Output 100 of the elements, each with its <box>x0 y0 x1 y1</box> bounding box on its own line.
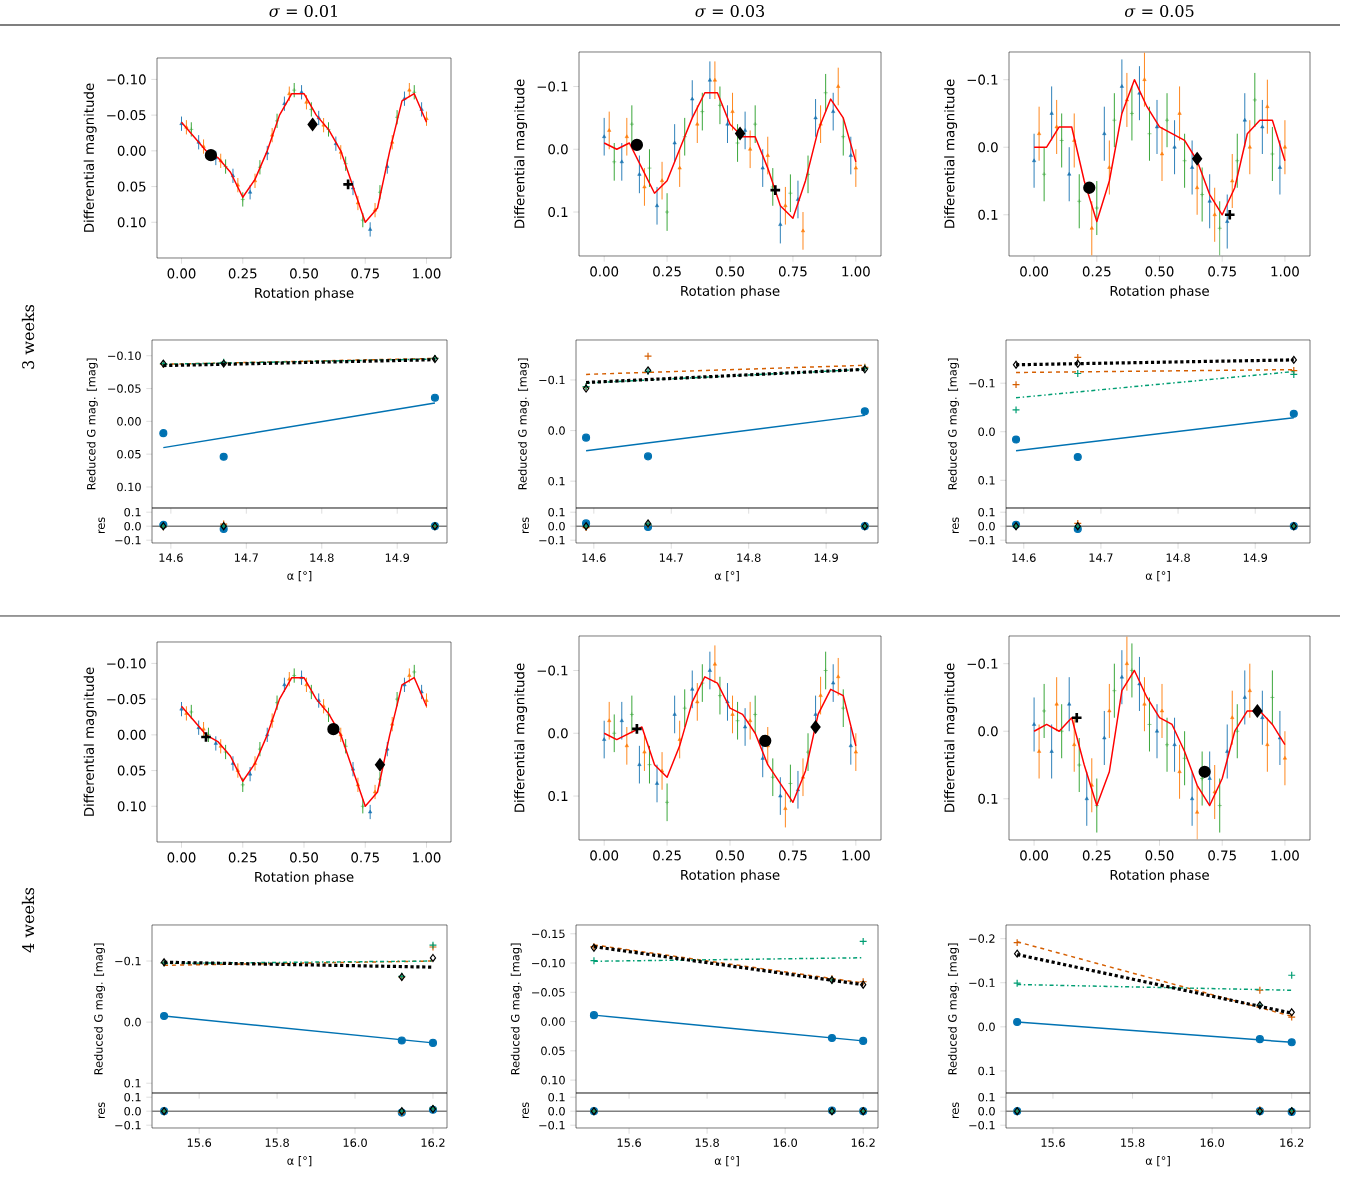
x-tick-label: 0.75 <box>778 850 807 861</box>
y-axis-title: Reduced G mag. [mag] <box>93 943 105 1075</box>
y-axis-title: res <box>952 517 959 534</box>
x-axis-title: α [°] <box>287 571 312 582</box>
y-axis-title: Reduced G mag. [mag] <box>947 358 959 490</box>
x-tick-label: 0.00 <box>1020 266 1049 277</box>
y-tick-label: −0.1 <box>115 535 141 545</box>
y-tick-label: −0.1 <box>969 1120 995 1130</box>
x-tick-label: 0.50 <box>716 266 744 277</box>
x-axis-title: α [°] <box>1145 1156 1170 1167</box>
y-tick-label: 0.10 <box>117 217 146 228</box>
y-tick-label: −0.15 <box>532 929 565 939</box>
y-tick-label: −0.10 <box>107 74 146 85</box>
y-tick-label: −0.1 <box>539 535 565 545</box>
y-tick-label: 0.1 <box>548 507 565 517</box>
x-tick-label: 14.9 <box>1243 553 1268 562</box>
y-tick-label: 0.0 <box>978 427 995 437</box>
y-axis-title: Differential magnitude <box>83 83 97 232</box>
x-tick-label: 15.8 <box>265 1138 289 1147</box>
x-tick-label: 0.75 <box>351 268 379 279</box>
x-tick-label: 1.00 <box>842 850 870 861</box>
y-axis-title: Reduced G mag. [mag] <box>510 943 522 1075</box>
x-tick-label: 15.8 <box>1121 1138 1145 1147</box>
x-axis-title: α [°] <box>287 1156 312 1167</box>
y-tick-label: 0.1 <box>978 507 995 517</box>
y-tick-label: 0.0 <box>548 426 565 435</box>
y-tick-label: −0.1 <box>115 956 141 966</box>
y-tick-label: 0.0 <box>124 1017 141 1027</box>
x-tick-label: 1.00 <box>1271 266 1299 277</box>
x-tick-label: 0.75 <box>1208 850 1236 861</box>
y-tick-label: −0.1 <box>969 535 995 545</box>
y-tick-label: 0.1 <box>978 793 998 804</box>
chart-title: σ = 0.05 <box>1124 4 1194 18</box>
y-tick-label: −0.1 <box>967 658 998 669</box>
x-axis-title: Rotation phase <box>255 871 354 885</box>
y-tick-label: 0.0 <box>548 1106 565 1116</box>
text: 3 weeks <box>21 304 35 369</box>
x-tick-label: 0.50 <box>716 850 744 861</box>
y-tick-label: −0.1 <box>967 74 998 85</box>
chart-title: σ = 0.01 <box>269 4 337 18</box>
y-axis-title: res <box>522 1102 529 1119</box>
x-tick-label: 0.25 <box>228 852 257 863</box>
y-axis-title: Reduced G mag. [mag] <box>86 358 98 490</box>
x-tick-label: 1.00 <box>413 852 441 863</box>
x-tick-label: 14.8 <box>1166 553 1190 562</box>
x-tick-label: 16.2 <box>1280 1138 1304 1147</box>
y-tick-label: 0.00 <box>117 417 141 426</box>
y-tick-label: −0.10 <box>107 658 146 669</box>
x-tick-label: 0.50 <box>1145 266 1174 277</box>
y-tick-label: −0.1 <box>537 81 568 92</box>
y-tick-label: 0.1 <box>124 507 141 517</box>
y-axis-title: Reduced G mag. [mag] <box>947 943 959 1075</box>
y-tick-label: 0.05 <box>117 765 146 776</box>
x-tick-label: 0.00 <box>590 266 619 277</box>
y-axis-title: res <box>98 517 105 534</box>
x-tick-label: 0.50 <box>1145 850 1174 861</box>
y-axis-title: Reduced G mag. [mag] <box>517 358 529 490</box>
x-tick-label: 15.6 <box>617 1138 641 1147</box>
y-axis-title: res <box>522 517 529 534</box>
y-tick-label: −0.1 <box>115 1120 141 1130</box>
y-axis-title: Differential magnitude <box>83 667 97 816</box>
y-tick-label: 0.0 <box>978 726 998 737</box>
y-tick-label: 0.1 <box>978 209 998 220</box>
x-tick-label: 15.6 <box>187 1138 212 1147</box>
y-tick-label: −0.10 <box>532 958 565 968</box>
y-tick-label: 0.1 <box>124 1092 141 1102</box>
x-axis-title: Rotation phase <box>1110 285 1209 299</box>
x-tick-label: 0.00 <box>167 268 196 279</box>
chart-title: σ = 0.03 <box>695 4 765 18</box>
y-tick-label: 0.00 <box>541 1017 565 1026</box>
x-tick-label: 14.9 <box>814 553 838 562</box>
x-axis-title: α [°] <box>714 1156 739 1167</box>
y-tick-label: 0.05 <box>541 1046 565 1056</box>
x-tick-label: 14.9 <box>385 553 410 562</box>
x-tick-label: 0.75 <box>351 852 379 863</box>
y-tick-label: 0.1 <box>978 476 995 485</box>
y-tick-label: 0.1 <box>978 1092 995 1102</box>
y-tick-label: −0.1 <box>539 375 565 385</box>
y-tick-label: 0.05 <box>117 181 146 192</box>
x-tick-label: 0.25 <box>653 850 681 861</box>
x-tick-label: 0.25 <box>653 266 681 277</box>
y-axis-title: res <box>98 1102 105 1119</box>
y-tick-label: −0.05 <box>107 694 146 705</box>
x-tick-label: 0.00 <box>590 850 619 861</box>
x-tick-label: 0.00 <box>167 852 196 863</box>
x-axis-title: Rotation phase <box>1110 869 1209 883</box>
y-axis-title: Differential magnitude <box>514 663 528 812</box>
y-tick-label: 0.0 <box>124 521 141 531</box>
x-axis-title: Rotation phase <box>681 869 780 883</box>
x-tick-label: 1.00 <box>413 268 441 279</box>
y-axis-title: res <box>952 1102 959 1119</box>
x-tick-label: 15.8 <box>695 1138 719 1147</box>
y-tick-label: 0.00 <box>117 729 146 740</box>
x-tick-label: 16.2 <box>421 1138 445 1147</box>
y-tick-label: 0.1 <box>548 1092 565 1102</box>
y-tick-label: 0.10 <box>117 801 146 812</box>
x-tick-label: 0.50 <box>290 852 318 863</box>
y-tick-label: −0.05 <box>107 110 146 121</box>
x-tick-label: 0.00 <box>1020 850 1049 861</box>
y-tick-label: 0.0 <box>124 1106 141 1116</box>
